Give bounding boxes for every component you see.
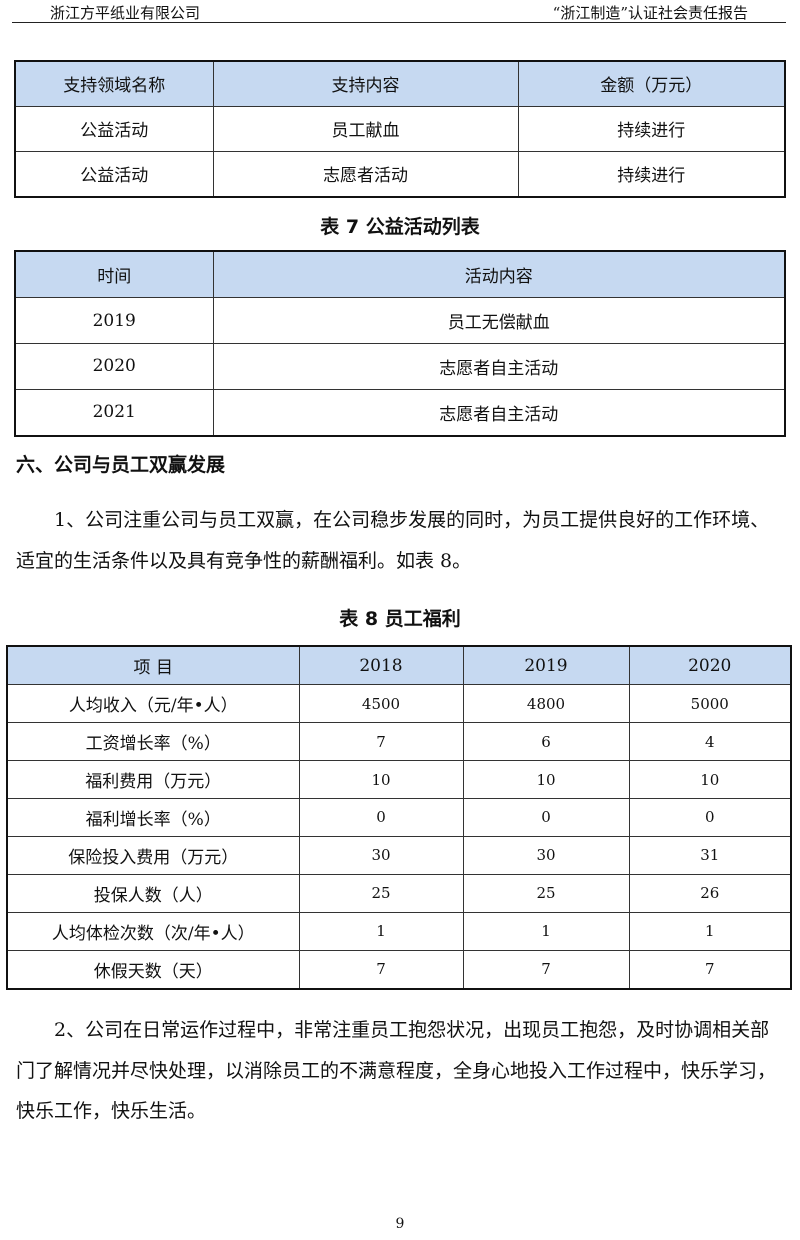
table8: 项 目 2018 2019 2020 人均收入（元/年•人） 4500 4800 50… xyxy=(6,645,792,990)
header-company: 浙江方平纸业有限公司 xyxy=(50,4,201,22)
cell: 休假天数（天） xyxy=(6,949,300,990)
cell: 志愿者活动 xyxy=(212,150,519,198)
cell: 持续进行 xyxy=(517,150,786,198)
table-header-row: 项 目 2018 2019 2020 xyxy=(6,645,792,686)
paragraph-1: 1、公司注重公司与员工双赢，在公司稳步发展的同时，为员工提供良好的工作环境、适宜… xyxy=(16,509,770,572)
cell: 7 xyxy=(462,949,630,990)
cell: 7 xyxy=(298,949,464,990)
cell: 志愿者自主活动 xyxy=(212,342,786,390)
table-row: 公益活动 员工献血 持续进行 xyxy=(14,105,786,152)
cell: 1 xyxy=(628,911,792,951)
header-report-title: “浙江制造”认证社会责任报告 xyxy=(552,4,748,22)
cell: 26 xyxy=(628,873,792,913)
cell: 7 xyxy=(628,949,792,990)
table-row: 2019 员工无偿献血 xyxy=(14,297,786,344)
cell: 5000 xyxy=(628,684,792,724)
cell: 10 xyxy=(628,760,792,799)
table8-caption: 表 8 员工福利 xyxy=(339,608,461,630)
cell: 保险投入费用（万元） xyxy=(6,835,300,875)
cell: 25 xyxy=(298,873,464,913)
cell: 1 xyxy=(462,911,630,951)
cell: 2020 xyxy=(14,342,214,390)
cell: 4800 xyxy=(462,684,630,724)
table-row: 公益活动 志愿者活动 持续进行 xyxy=(14,150,786,198)
cell: 30 xyxy=(298,835,464,875)
header-cell: 金额（万元） xyxy=(517,60,786,107)
cell: 公益活动 xyxy=(14,105,214,152)
cell: 1 xyxy=(298,911,464,951)
support-table: 支持领域名称 支持内容 金额（万元） 公益活动 员工献血 持续进行 公益活动 志愿者活… xyxy=(14,60,786,198)
cell: 0 xyxy=(628,797,792,837)
header-divider xyxy=(12,22,786,23)
cell: 人均体检次数（次/年•人） xyxy=(6,911,300,951)
header-cell: 支持内容 xyxy=(212,60,519,107)
cell: 4 xyxy=(628,722,792,762)
cell: 25 xyxy=(462,873,630,913)
header-cell: 支持领域名称 xyxy=(14,60,214,107)
table-row: 人均收入（元/年•人） 4500 4800 5000 xyxy=(6,684,792,724)
table-row: 休假天数（天） 7 7 7 xyxy=(6,949,792,990)
header-cell: 2018 xyxy=(298,645,464,686)
cell: 10 xyxy=(298,760,464,799)
table-row: 福利费用（万元） 10 10 10 xyxy=(6,760,792,799)
section-heading: 六、公司与员工双赢发展 xyxy=(16,454,226,476)
cell: 人均收入（元/年•人） xyxy=(6,684,300,724)
table7: 时间 活动内容 2019 员工无偿献血 2020 志愿者自主活动 2021 志愿者自主活… xyxy=(14,250,786,437)
header-cell: 活动内容 xyxy=(212,250,786,299)
cell: 工资增长率（%） xyxy=(6,722,300,762)
cell: 持续进行 xyxy=(517,105,786,152)
cell: 员工无偿献血 xyxy=(212,297,786,344)
cell: 4500 xyxy=(298,684,464,724)
header-cell: 2020 xyxy=(628,645,792,686)
table-row: 工资增长率（%） 7 6 4 xyxy=(6,722,792,762)
paragraph-2: 2、公司在日常运作过程中，非常注重员工抱怨状况，出现员工抱怨，及时协调相关部门了… xyxy=(16,1019,777,1122)
cell: 投保人数（人） xyxy=(6,873,300,913)
cell: 福利增长率（%） xyxy=(6,797,300,837)
cell: 7 xyxy=(298,722,464,762)
cell: 30 xyxy=(462,835,630,875)
cell: 福利费用（万元） xyxy=(6,760,300,799)
cell: 志愿者自主活动 xyxy=(212,388,786,437)
cell: 10 xyxy=(462,760,630,799)
cell: 6 xyxy=(462,722,630,762)
table-row: 保险投入费用（万元） 30 30 31 xyxy=(6,835,792,875)
cell: 0 xyxy=(298,797,464,837)
table-row: 人均体检次数（次/年•人） 1 1 1 xyxy=(6,911,792,951)
cell: 2019 xyxy=(14,297,214,344)
page-number: 9 xyxy=(395,1216,405,1232)
cell: 公益活动 xyxy=(14,150,214,198)
table-row: 2021 志愿者自主活动 xyxy=(14,388,786,437)
table-row: 福利增长率（%） 0 0 0 xyxy=(6,797,792,837)
header-cell: 时间 xyxy=(14,250,214,299)
cell: 31 xyxy=(628,835,792,875)
header-cell: 2019 xyxy=(462,645,630,686)
table-row: 投保人数（人） 25 25 26 xyxy=(6,873,792,913)
table7-caption: 表 7 公益活动列表 xyxy=(320,216,480,238)
table-row: 2020 志愿者自主活动 xyxy=(14,342,786,390)
cell: 员工献血 xyxy=(212,105,519,152)
table-header-row: 时间 活动内容 xyxy=(14,250,786,299)
table-header-row: 支持领域名称 支持内容 金额（万元） xyxy=(14,60,786,107)
cell: 2021 xyxy=(14,388,214,437)
cell: 0 xyxy=(462,797,630,837)
header-cell: 项 目 xyxy=(6,645,300,686)
